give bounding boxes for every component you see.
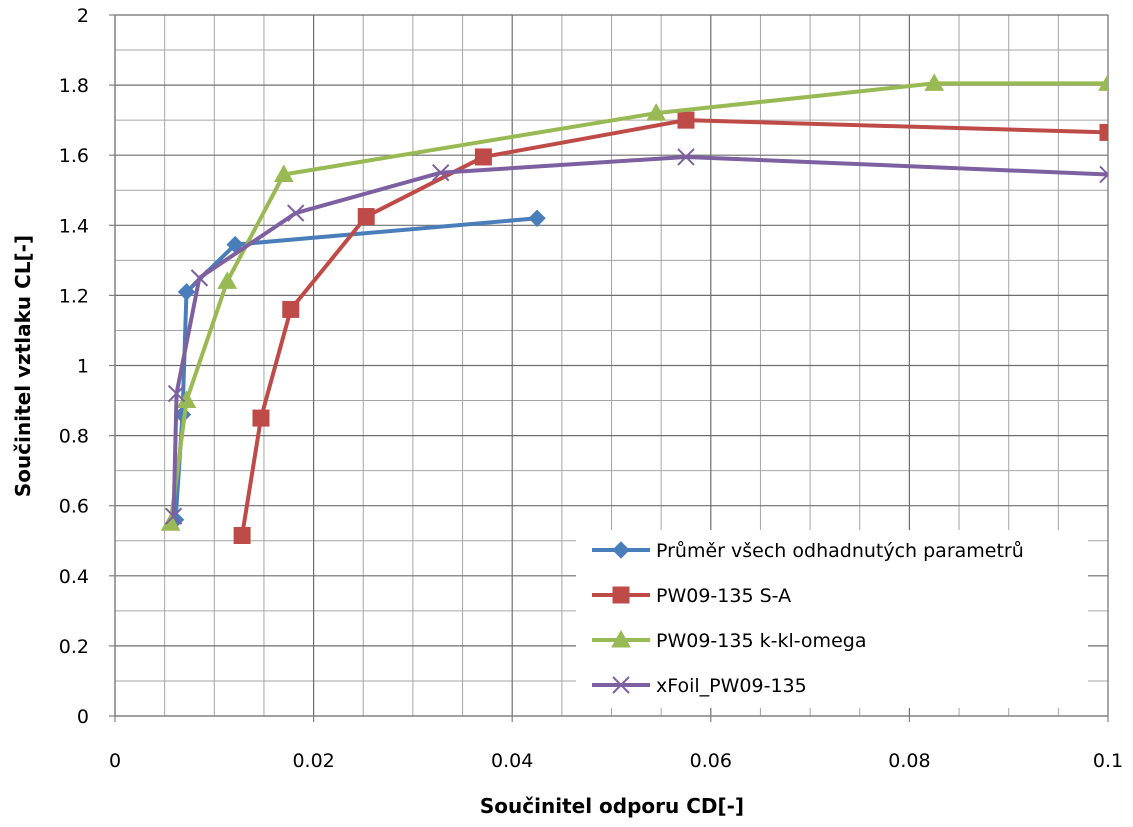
legend-box: [576, 530, 1088, 708]
legend: Průměr všech odhadnutých parametrů PW09-1…: [576, 530, 1088, 708]
marker-stroke: [164, 507, 183, 525]
legend-marker-x: [612, 676, 630, 694]
data-point-triangle: [160, 513, 181, 531]
data-point-x: [431, 164, 450, 182]
data-point-x: [164, 507, 183, 525]
data-point-diamond: [528, 209, 546, 227]
series-line: [173, 216, 540, 522]
marker-stroke: [612, 676, 630, 694]
x-axis-title: Součinitel odporu CD[-]: [480, 794, 744, 818]
legend-entry: Průměr všech odhadnutých parametrů: [592, 540, 1024, 562]
data-point-triangle: [646, 103, 667, 121]
x-tick-label: 0.04: [491, 750, 533, 772]
legend-label: PW09-135 k-kl-omega: [656, 630, 866, 652]
y-tick-label: 0.2: [59, 636, 89, 658]
x-tick-label: 0: [109, 750, 121, 772]
y-tick-label: 0.4: [59, 566, 89, 588]
axes: 0 0.02 0.04 0.06 0.08 0.1 0 0.2 0.4 0.6 0.8 1 1.2 1.4…: [59, 5, 1123, 772]
x-tick-label: 0.02: [292, 750, 334, 772]
marker-stroke: [677, 148, 695, 166]
data-point-triangle: [217, 271, 238, 289]
x-tick-label: 0.1: [1093, 750, 1123, 772]
legend-label: Průměr všech odhadnutých parametrů: [656, 540, 1024, 562]
data-point-x: [677, 148, 695, 166]
data-point-square: [252, 409, 270, 427]
y-tick-label: 1: [77, 356, 89, 378]
data-point-x: [1099, 165, 1108, 184]
data-point-square: [474, 148, 492, 166]
data-point-square: [677, 111, 695, 129]
series-line: [240, 118, 1108, 538]
series-4: [164, 148, 1108, 525]
marker-stroke: [287, 204, 305, 222]
legend-marker-diamond: [612, 541, 630, 559]
marker-stroke: [190, 269, 209, 287]
y-tick-label: 0: [77, 706, 89, 728]
series: [160, 73, 1108, 544]
y-tick-label: 1.6: [59, 145, 89, 167]
data-point-x: [167, 384, 186, 403]
marker-stroke: [1099, 165, 1108, 176]
y-tick-label: 1.4: [59, 215, 89, 237]
data-point-triangle: [1098, 73, 1108, 91]
y-tick-label: 1.2: [59, 285, 89, 307]
x-tick-label: 0.08: [888, 750, 930, 772]
legend-marker-triangle: [611, 629, 631, 648]
data-point-diamond: [177, 283, 196, 301]
marker-stroke: [167, 384, 186, 403]
data-point-square: [282, 300, 300, 318]
series-3: [160, 73, 1108, 531]
y-axis-title: Součinitel vztlaku CL[-]: [11, 235, 35, 497]
marker-stroke: [431, 164, 450, 182]
series-1: [166, 209, 546, 529]
data-point-square: [1099, 123, 1108, 141]
y-tick-label: 1.8: [59, 75, 89, 97]
legend-entry: PW09-135 k-kl-omega: [592, 629, 866, 652]
y-tick-label: 0.8: [59, 426, 89, 448]
data-point-x: [190, 269, 209, 287]
x-tick-label: 0.06: [690, 750, 732, 772]
data-point-triangle: [924, 73, 945, 91]
data-point-square: [357, 208, 375, 226]
legend-marker-square: [612, 586, 630, 604]
series-line: [168, 81, 1108, 526]
data-point-triangle: [176, 390, 197, 409]
legend-entry: xFoil_PW09-135: [592, 675, 807, 697]
legend-label: PW09-135 S-A: [656, 585, 791, 607]
y-tick-label: 2: [77, 5, 89, 27]
data-point-square: [233, 526, 251, 544]
legend-entry: PW09-135 S-A: [592, 585, 791, 607]
y-tick-label: 0.6: [59, 496, 89, 518]
data-point-x: [287, 204, 305, 222]
legend-label: xFoil_PW09-135: [656, 675, 807, 697]
data-point-triangle: [273, 164, 294, 182]
marker-stroke: [1099, 173, 1108, 184]
series-2: [233, 111, 1108, 544]
